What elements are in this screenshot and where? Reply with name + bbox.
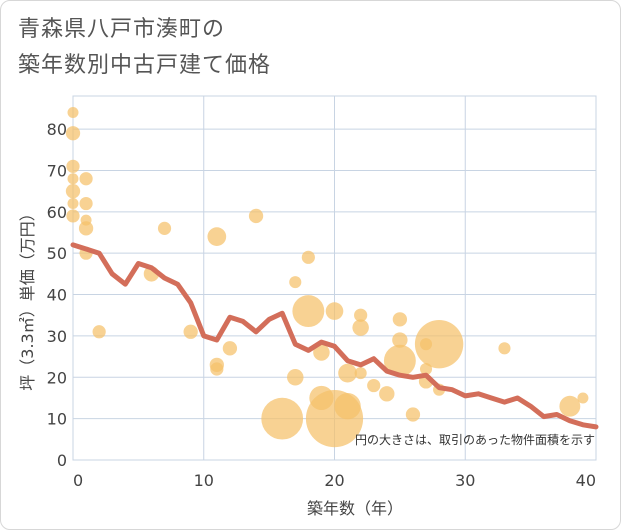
x-tick-label: 0 [73, 471, 83, 490]
data-point [392, 332, 408, 348]
data-point [65, 183, 81, 199]
y-axis-label: 坪（3.3㎡）単価（万円） [18, 205, 37, 390]
bubble-size-note: 円の大きさは、取引のあった物件面積を示す [355, 432, 595, 447]
chart-title: 青森県八戸市湊町の 築年数別中古戸建て価格 [18, 17, 272, 78]
data-point [66, 209, 80, 223]
x-axis-label: 築年数（年） [307, 499, 403, 518]
x-tick-label: 40 [576, 471, 596, 490]
data-point [301, 250, 315, 264]
data-point [292, 295, 325, 328]
data-point [67, 173, 79, 185]
bubble-layer [65, 107, 589, 448]
data-point [67, 198, 79, 210]
y-tick-label: 70 [47, 161, 67, 180]
data-point [379, 386, 395, 402]
y-tick-label: 10 [47, 410, 67, 429]
data-point [67, 107, 79, 119]
data-point [334, 393, 361, 420]
y-tick-label: 30 [47, 327, 67, 346]
data-point [157, 221, 172, 235]
data-point [577, 392, 589, 404]
data-point [183, 324, 198, 339]
data-point [92, 325, 106, 339]
data-point [207, 227, 227, 246]
data-point [367, 378, 381, 393]
tick-labels: 0 10 20 30 40 50 60 70 80 0 10 20 30 40 [47, 120, 596, 490]
y-tick-label: 0 [57, 451, 67, 470]
data-point [222, 341, 238, 356]
data-point [559, 395, 581, 417]
data-point [79, 196, 93, 211]
data-point [210, 362, 224, 376]
y-tick-label: 80 [47, 120, 67, 139]
data-point [65, 126, 81, 141]
data-point [78, 221, 94, 236]
data-point [313, 344, 330, 361]
data-point [383, 344, 416, 377]
data-point [498, 342, 511, 355]
data-point [287, 369, 304, 386]
data-point [392, 312, 408, 327]
data-point [289, 276, 302, 289]
data-point [414, 319, 464, 369]
y-tick-label: 20 [47, 368, 67, 387]
y-tick-label: 40 [47, 286, 67, 305]
data-point [338, 363, 357, 383]
y-tick-label: 50 [47, 244, 67, 263]
data-point [79, 172, 93, 186]
data-point [248, 208, 264, 224]
data-point [405, 407, 421, 422]
series-line [70, 242, 599, 430]
x-tick-label: 30 [455, 471, 475, 490]
data-point [325, 302, 344, 320]
data-point [261, 397, 304, 440]
data-point [66, 159, 80, 173]
grid [72, 95, 597, 461]
data-point [354, 308, 368, 322]
x-tick-label: 20 [324, 471, 344, 490]
data-point [352, 319, 369, 336]
data-point [354, 367, 367, 380]
y-tick-label: 60 [47, 203, 67, 222]
x-tick-label: 10 [194, 471, 214, 490]
trend-line-layer [70, 242, 599, 430]
